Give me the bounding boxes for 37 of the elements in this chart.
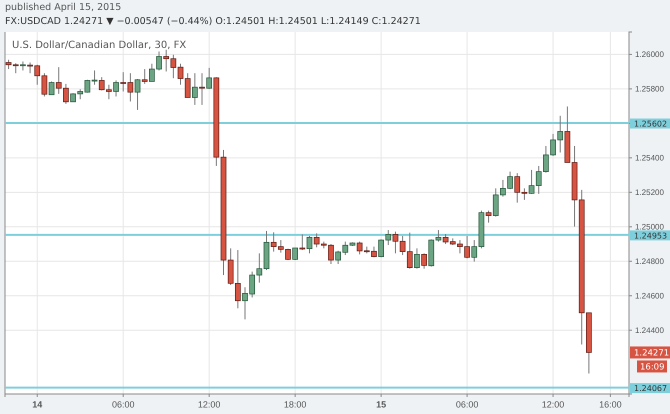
x-tick-label: 06:00 (112, 399, 134, 410)
y-tick-label: 1.24800 (635, 256, 664, 266)
candlestick (299, 234, 306, 251)
y-tick-label: 1.25800 (635, 84, 664, 94)
candlestick (134, 78, 140, 110)
x-tick-label: 15 (376, 399, 386, 410)
chart-title: FX:USDCAD 1.24271 ▼ −0.00547 (−0.44%) O:1.24501 H:1.24501 L:1.24149 C:1.24271 (5, 16, 421, 27)
y-tick-label: 1.25200 (635, 188, 664, 197)
annotation: 1.24271 (634, 348, 670, 358)
x-tick-label: 12:00 (542, 399, 564, 410)
candlestick (306, 235, 312, 254)
y-tick-label: 1.24600 (635, 291, 664, 300)
candlestick (142, 68, 148, 84)
candlestick (113, 80, 119, 97)
text: U.S. Dollar/Canadian Dollar, 30, FX (12, 40, 186, 51)
ref-line-label: 1.25602 (634, 120, 668, 129)
text: 16:09 (640, 362, 664, 372)
x-tick-label: 14 (32, 399, 42, 410)
x-tick-label: 06:00 (456, 399, 478, 410)
candlestick (206, 67, 212, 90)
candlestick (486, 210, 492, 224)
y-tick-label: 1.25400 (635, 153, 664, 162)
ref-line-label: 1.24067 (634, 384, 668, 394)
candlestick (48, 80, 54, 96)
ref-line-label: 1.24953 (634, 231, 668, 240)
candlestick (199, 72, 205, 106)
x-tick-label: 16:00 (599, 399, 622, 410)
y-tick-label: 1.25000 (635, 222, 664, 232)
candlestick (421, 252, 427, 270)
text: published April 15, 2015 (5, 2, 122, 13)
candlestick (414, 248, 420, 270)
candlestick (292, 247, 298, 261)
candlestick (192, 72, 198, 106)
y-tick-label: 1.24400 (635, 326, 664, 335)
x-tick-label: 18:00 (284, 399, 306, 410)
y-tick-label: 1.26000 (635, 50, 664, 59)
x-tick-label: 12:00 (198, 399, 220, 410)
